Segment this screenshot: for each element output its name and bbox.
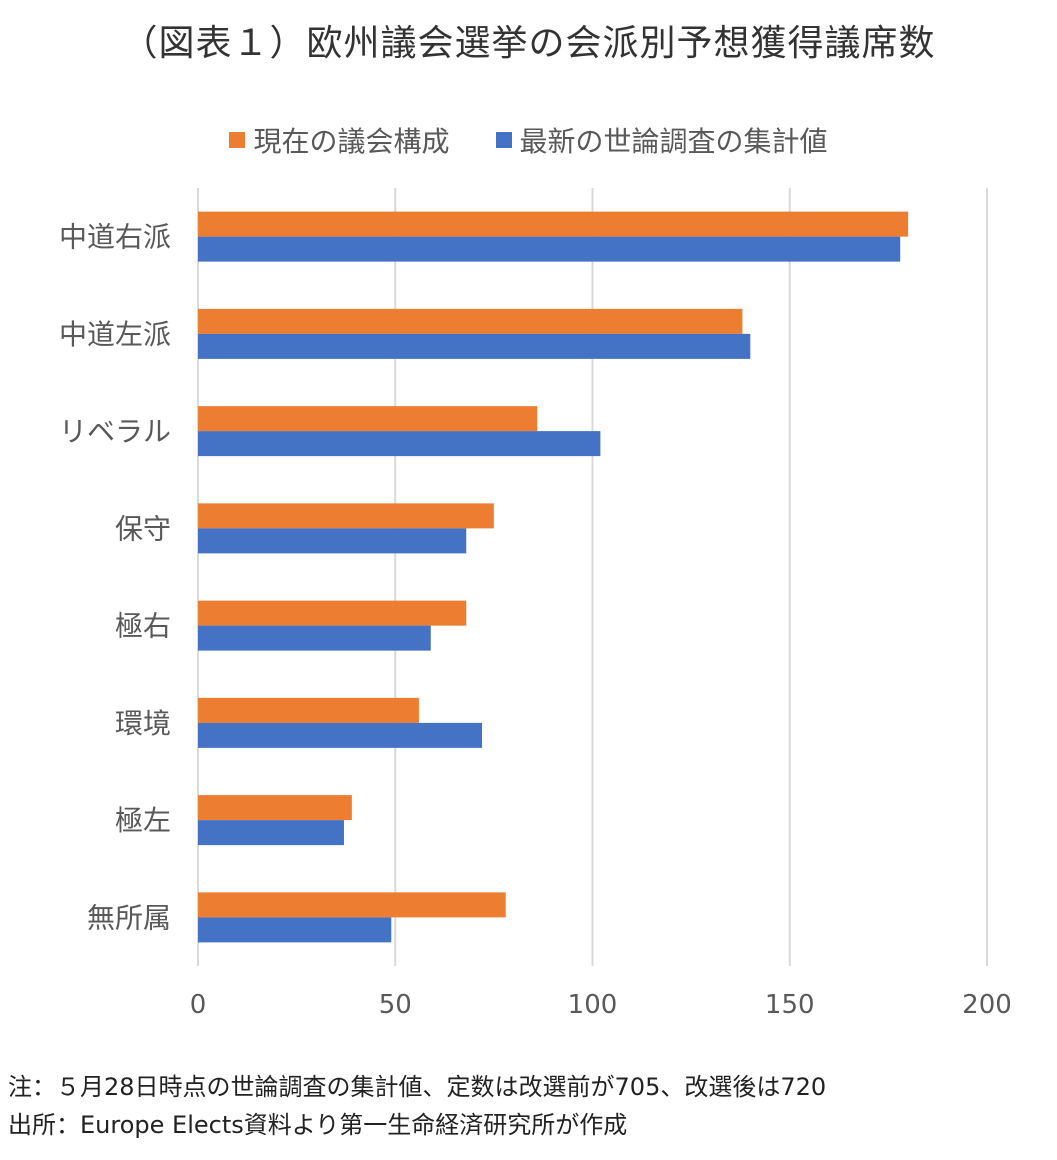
- bar-current-3: [198, 503, 494, 529]
- category-label-4: 極右: [115, 610, 171, 643]
- chart-notes: 注：５月28日時点の世論調査の集計値、定数は改選前が705、改選後は720 出所…: [8, 1068, 826, 1144]
- bar-poll-6: [198, 820, 344, 846]
- category-label-1: 中道左派: [59, 318, 171, 351]
- x-tick-label-100: 100: [568, 990, 618, 1020]
- bar-poll-4: [198, 625, 431, 651]
- chart-title: （図表１）欧州議会選挙の会派別予想獲得議席数: [121, 23, 936, 64]
- category-label-0: 中道右派: [59, 221, 171, 254]
- legend-swatch-poll: [495, 132, 512, 148]
- source-line: 出所：Europe Elects資料より第一生命経済研究所が作成: [8, 1111, 628, 1139]
- bar-poll-7: [198, 917, 392, 943]
- category-label-3: 保守: [115, 512, 171, 545]
- legend-item-poll: 最新の世論調査の集計値: [495, 120, 828, 160]
- x-tick-label-200: 200: [962, 990, 1012, 1020]
- x-tick-label-150: 150: [765, 990, 815, 1020]
- bar-poll-1: [198, 333, 751, 359]
- x-tick-label-50: 50: [379, 990, 412, 1020]
- category-label-7: 無所属: [87, 901, 171, 934]
- category-label-6: 極左: [115, 804, 171, 837]
- legend-label-poll: 最新の世論調査の集計値: [519, 125, 828, 158]
- category-label-5: 環境: [115, 707, 171, 740]
- legend-swatch-current: [229, 132, 246, 148]
- bar-current-1: [198, 308, 743, 334]
- x-tick-label-0: 0: [190, 990, 207, 1020]
- category-label-2: リベラル: [59, 415, 171, 448]
- legend: 現在の議会構成 最新の世論調査の集計値: [0, 120, 1057, 160]
- bar-current-4: [198, 600, 467, 626]
- bar-current-0: [198, 211, 909, 237]
- bar-current-6: [198, 795, 352, 821]
- note-line: 注：５月28日時点の世論調査の集計値、定数は改選前が705、改選後は720: [8, 1073, 827, 1101]
- bar-poll-3: [198, 528, 467, 554]
- bar-current-7: [198, 892, 506, 918]
- legend-label-current: 現在の議会構成: [253, 125, 450, 158]
- bar-poll-0: [198, 236, 901, 262]
- bar-poll-2: [198, 431, 601, 457]
- legend-item-current: 現在の議会構成: [229, 120, 450, 160]
- bar-current-2: [198, 406, 538, 432]
- bar-poll-5: [198, 722, 483, 748]
- bar-current-5: [198, 697, 419, 723]
